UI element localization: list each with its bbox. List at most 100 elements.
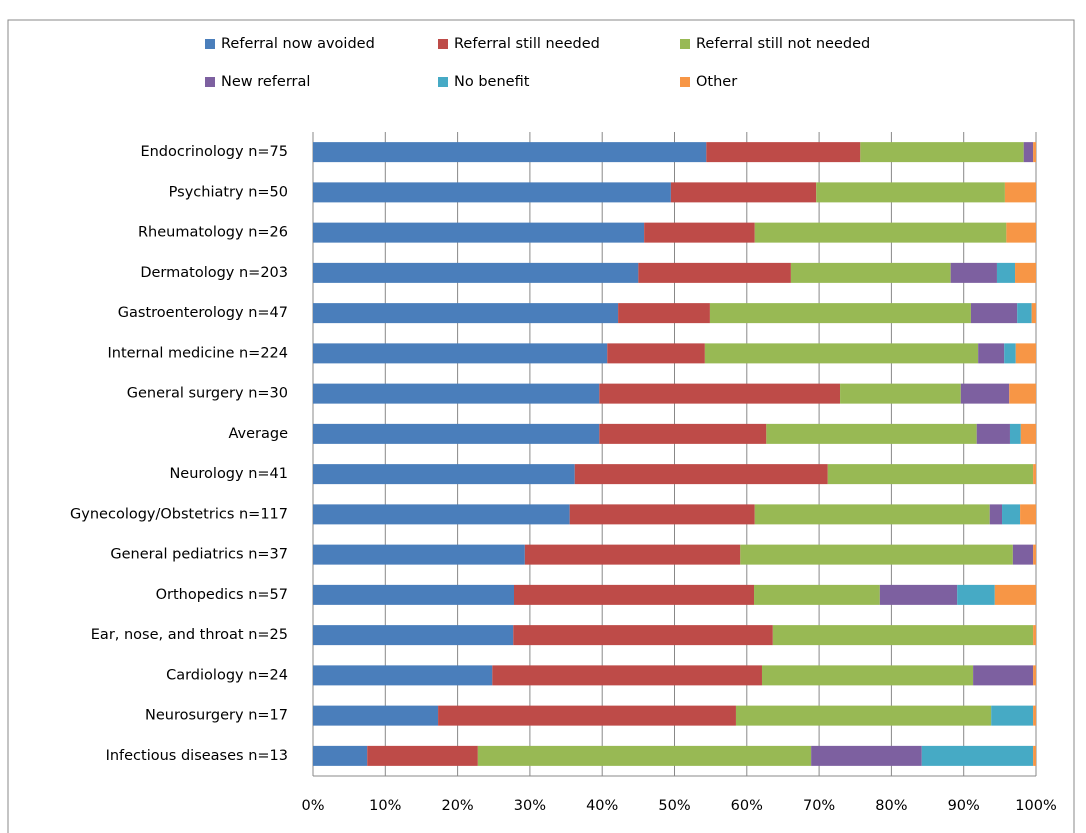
bar-segment (638, 262, 791, 283)
bar-segment (957, 584, 995, 605)
y-tick-label: Rheumatology n=26 (138, 225, 288, 241)
bar-segment (313, 142, 707, 163)
y-tick-label: Ear, nose, and throat n=25 (91, 627, 288, 643)
x-tick-label: 80% (875, 798, 907, 814)
bar-segment (976, 423, 1010, 444)
legend-label: Referral now avoided (221, 36, 375, 52)
legend-label: New referral (221, 74, 310, 90)
bar-segment (1023, 142, 1034, 163)
y-tick-label: Gastroenterology n=47 (118, 305, 288, 321)
bar-segment (921, 745, 1034, 766)
bar-segment (1033, 625, 1036, 646)
y-tick-label: Internal medicine n=224 (107, 345, 288, 361)
bar-segment (978, 343, 1005, 364)
bar-segment (313, 504, 570, 525)
y-tick-label: Infectious diseases n=13 (106, 748, 288, 764)
bar-segment (599, 383, 841, 404)
x-tick-label: 60% (731, 798, 763, 814)
y-tick-label: General pediatrics n=37 (110, 547, 288, 563)
bar-segment (991, 705, 1034, 726)
bar-segment (989, 504, 1003, 525)
bar-segment (973, 665, 1034, 686)
bar-segment (761, 665, 974, 686)
bar-segment (704, 343, 979, 364)
bar-segment (367, 745, 478, 766)
bar-segment (313, 262, 639, 283)
legend-swatch (205, 39, 215, 49)
legend-swatch (438, 77, 448, 87)
bar-segment (1012, 544, 1034, 565)
y-tick-label: Psychiatry n=50 (169, 184, 288, 200)
bar-segment (313, 584, 514, 605)
bar-segment (313, 665, 493, 686)
bar-segment (840, 383, 961, 404)
y-tick-label: Dermatology n=203 (140, 265, 288, 281)
bar-segment (1033, 464, 1036, 485)
bar-segment (618, 303, 710, 324)
x-tick-label: 0% (301, 798, 324, 814)
bar-segment (790, 262, 951, 283)
x-tick-label: 70% (803, 798, 835, 814)
bar-segment (754, 222, 1007, 243)
bar-segment (1009, 423, 1021, 444)
y-tick-label: Gynecology/Obstetrics n=117 (70, 506, 288, 522)
x-tick-label: 30% (514, 798, 546, 814)
bar-segment (1020, 423, 1036, 444)
bar-segment (879, 584, 958, 605)
bar-segment (1033, 665, 1036, 686)
bar-segment (1004, 343, 1016, 364)
legend-label: Referral still not needed (696, 36, 870, 52)
bar-segment (754, 584, 880, 605)
bar-segment (313, 464, 575, 485)
bar-segment (477, 745, 812, 766)
legend-swatch (680, 39, 690, 49)
legend-label: Other (696, 74, 737, 90)
bar-segment (569, 504, 755, 525)
bar-segment (313, 423, 600, 444)
bar-segment (1004, 182, 1036, 203)
y-tick-label: Neurology n=41 (169, 466, 288, 482)
x-tick-label: 90% (948, 798, 980, 814)
bar-segment (1015, 343, 1036, 364)
bar-segment (670, 182, 817, 203)
y-tick-label: Neurosurgery n=17 (145, 708, 288, 724)
y-tick-label: Cardiology n=24 (166, 667, 288, 683)
bar-segment (513, 584, 755, 605)
bar-segment (860, 142, 1024, 163)
bar-segment (766, 423, 977, 444)
bar-segment (1015, 262, 1036, 283)
bar-segment (827, 464, 1034, 485)
bar-segment (313, 343, 608, 364)
legend-label: Referral still needed (454, 36, 600, 52)
bar-segment (816, 182, 1005, 203)
y-tick-label: General surgery n=30 (127, 386, 288, 402)
bar-segment (492, 665, 762, 686)
bar-segment (1033, 745, 1036, 766)
y-tick-label: Orthopedics n=57 (156, 587, 288, 603)
x-tick-label: 40% (586, 798, 618, 814)
bar-segment (513, 625, 773, 646)
x-tick-label: 20% (441, 798, 473, 814)
bar-segment (970, 303, 1018, 324)
legend-swatch (205, 77, 215, 87)
bar-segment (1006, 222, 1036, 243)
legend-label: No benefit (454, 74, 530, 90)
bar-segment (811, 745, 922, 766)
bar-segment (1017, 303, 1032, 324)
y-tick-label: Endocrinology n=75 (140, 144, 288, 160)
bar-segment (1020, 504, 1036, 525)
bar-segment (313, 383, 600, 404)
legend-swatch (438, 39, 448, 49)
bar-segment (644, 222, 755, 243)
y-tick-label: Average (228, 426, 288, 442)
bar-segment (1033, 544, 1036, 565)
bar-segment (599, 423, 767, 444)
x-tick-label: 50% (658, 798, 690, 814)
bar-segment (960, 383, 1010, 404)
bar-segment (996, 262, 1016, 283)
bar-segment (524, 544, 741, 565)
bar-segment (607, 343, 705, 364)
bar-segment (313, 303, 619, 324)
bar-segment (754, 504, 990, 525)
